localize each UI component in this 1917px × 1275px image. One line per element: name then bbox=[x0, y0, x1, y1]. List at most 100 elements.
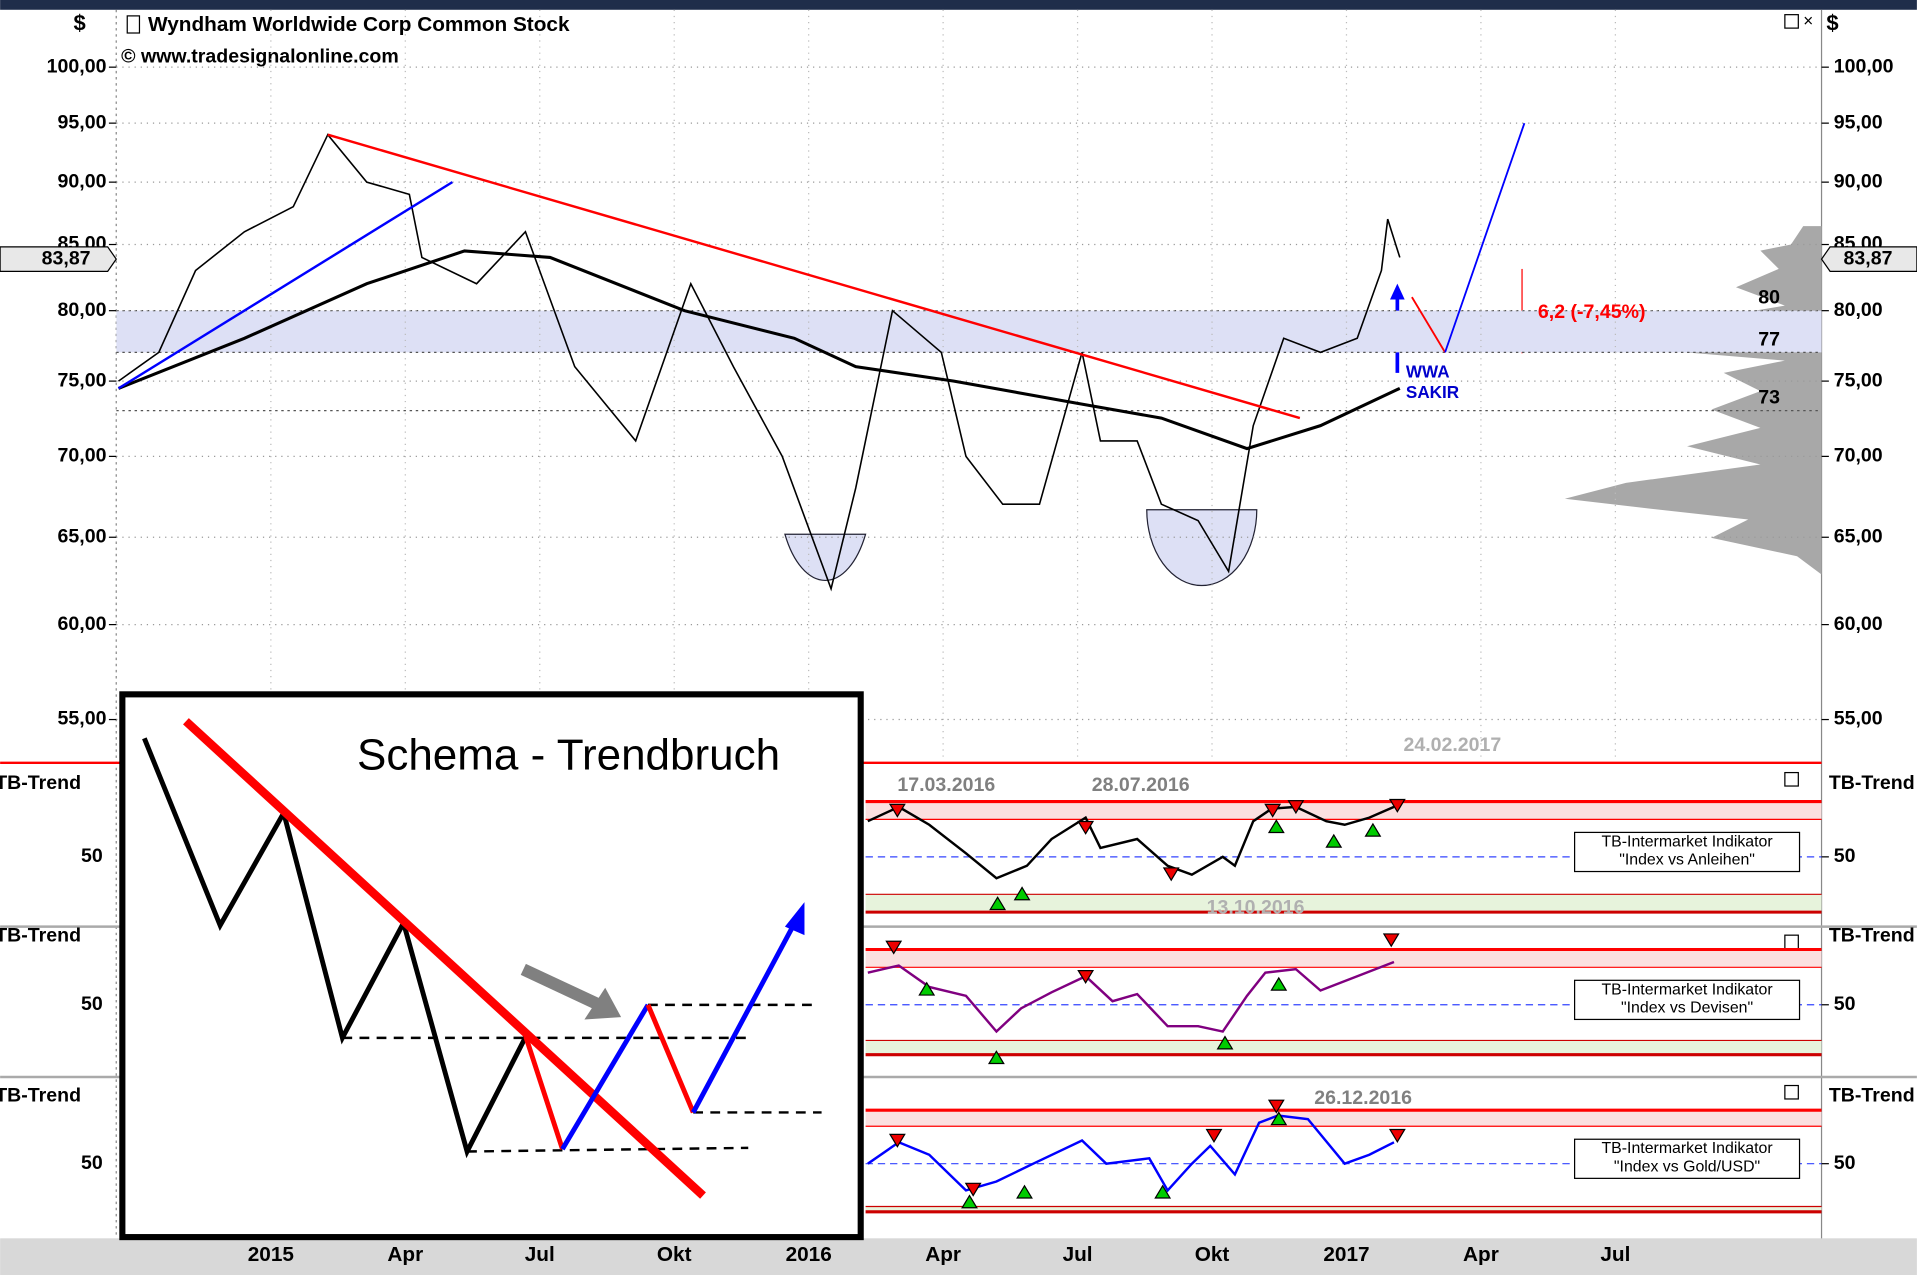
y-tick-label: 75,00 bbox=[1834, 369, 1883, 391]
indicator-comparison: "Index vs Devisen" bbox=[1621, 1000, 1753, 1017]
sell-signal bbox=[888, 1133, 906, 1148]
sell-signal bbox=[1382, 933, 1400, 948]
buy-signal bbox=[1267, 819, 1285, 834]
x-tick-label: Jul bbox=[1063, 1243, 1093, 1266]
y-tick-label: 50 bbox=[81, 845, 103, 867]
close-button[interactable]: × bbox=[1803, 12, 1813, 31]
price-tag bbox=[0, 246, 117, 272]
series-line bbox=[327, 133, 1301, 420]
price-tag-label: 83,87 bbox=[1844, 247, 1893, 269]
buy-signal bbox=[1325, 833, 1343, 848]
inset-frame bbox=[119, 691, 864, 1241]
buy-signal bbox=[1270, 1111, 1288, 1126]
series-line bbox=[1411, 296, 1446, 353]
y-tick-label: 50 bbox=[1834, 845, 1856, 867]
sell-signal bbox=[1267, 1099, 1285, 1114]
y-tick-label: 55,00 bbox=[58, 708, 107, 730]
annotation: 6,2 (-7,45%) bbox=[1538, 301, 1646, 323]
upper-band bbox=[865, 1110, 1822, 1127]
indicator-legend bbox=[1573, 979, 1801, 1021]
chart-title: Wyndham Worldwide Corp Common Stock bbox=[148, 13, 570, 36]
y-tick-label: 95,00 bbox=[58, 111, 107, 133]
sell-signal bbox=[1162, 867, 1180, 882]
indicator-legend bbox=[1573, 1138, 1801, 1179]
level-label: 80 bbox=[1758, 287, 1780, 309]
price-schema bbox=[560, 1003, 651, 1151]
buy-signal bbox=[1013, 886, 1031, 901]
gray-arrow bbox=[520, 963, 602, 1011]
currency-label: $ bbox=[73, 10, 85, 35]
panel-label: TB-Trend bbox=[0, 925, 81, 947]
maximize-button[interactable] bbox=[1784, 14, 1799, 29]
buy-signal bbox=[1216, 1035, 1234, 1050]
sell-signal bbox=[964, 1182, 982, 1197]
annotation: 13.10.2016 bbox=[1207, 896, 1305, 918]
chart-layer: 80 77 73 2015 Apr Jul Okt 2016 Apr Jul Okt 2017 Apr J… bbox=[0, 9, 1917, 1266]
x-tick-label: Apr bbox=[925, 1243, 961, 1266]
buy-signal bbox=[1016, 1184, 1033, 1199]
sell-signal bbox=[885, 940, 903, 955]
y-tick-label: 65,00 bbox=[1834, 525, 1883, 547]
series-line bbox=[118, 133, 1401, 592]
inset-title: Schema - Trendbruch bbox=[357, 731, 780, 780]
level-label: 73 bbox=[1758, 387, 1780, 409]
panel-label: TB-Trend bbox=[1829, 772, 1915, 794]
panel-label: TB-Trend bbox=[0, 1085, 81, 1107]
sell-signal bbox=[1388, 798, 1406, 813]
indicator-comparison: "Index vs Gold/USD" bbox=[1614, 1159, 1760, 1176]
buy-signal bbox=[1154, 1184, 1172, 1199]
buy-signal bbox=[1364, 822, 1382, 837]
maximize-button[interactable] bbox=[1784, 771, 1799, 787]
y-tick-label: 65,00 bbox=[58, 525, 107, 547]
x-tick-label: Jul bbox=[525, 1243, 555, 1266]
price-tag bbox=[1820, 246, 1917, 272]
support-lines bbox=[342, 1003, 822, 1153]
buy-signal bbox=[918, 981, 936, 996]
y-tick-label: 70,00 bbox=[1834, 445, 1883, 467]
price-plot bbox=[116, 9, 1822, 761]
series-line bbox=[867, 960, 1395, 1034]
x-tick-label: Jul bbox=[1600, 1243, 1630, 1266]
sell-signal bbox=[1077, 970, 1095, 985]
annotation: SAKIR bbox=[1406, 383, 1459, 402]
buy-signal bbox=[1270, 976, 1288, 991]
chart-subtitle: © www.tradesignalonline.com bbox=[121, 46, 399, 68]
y-tick-label: 100,00 bbox=[1834, 55, 1894, 77]
signals bbox=[885, 798, 1406, 1209]
indicator-legend bbox=[1573, 831, 1801, 873]
series-line bbox=[867, 805, 1395, 880]
lower-band bbox=[865, 1040, 1822, 1055]
panel-label: TB-Trend bbox=[1829, 1085, 1915, 1107]
lower-band bbox=[865, 894, 1822, 913]
series-line bbox=[867, 1114, 1395, 1193]
annotation: WWA bbox=[1406, 362, 1450, 381]
arrow-head bbox=[784, 902, 805, 936]
sell-signal bbox=[1077, 820, 1095, 835]
buy-signal bbox=[989, 896, 1007, 911]
series-line bbox=[117, 181, 454, 390]
upper-band bbox=[865, 949, 1822, 968]
series-line bbox=[117, 249, 1401, 451]
sell-signal bbox=[888, 803, 906, 818]
y-tick-label: 50 bbox=[81, 1152, 103, 1174]
x-tick-label: 2017 bbox=[1323, 1243, 1369, 1266]
price-schema bbox=[142, 737, 528, 1159]
price-schema bbox=[691, 921, 797, 1114]
x-axis-bar bbox=[0, 1238, 1917, 1275]
panel-label: TB-Trend bbox=[1829, 925, 1915, 947]
buy-signal bbox=[987, 1050, 1005, 1065]
y-tick-label: 55,00 bbox=[1834, 708, 1883, 730]
annotation: 24.02.2017 bbox=[1403, 734, 1501, 756]
indicator-plot bbox=[865, 1108, 1822, 1214]
currency-label: $ bbox=[1826, 10, 1838, 35]
upper-band bbox=[865, 801, 1822, 820]
y-tick-label: 50 bbox=[1834, 1152, 1856, 1174]
indicator-name: TB-Intermarket Indikator bbox=[1601, 833, 1773, 850]
y-tick-label: 75,00 bbox=[58, 369, 107, 391]
y-tick-label: 80,00 bbox=[58, 299, 107, 321]
y-tick-label: 50 bbox=[1834, 993, 1856, 1015]
maximize-button[interactable] bbox=[1784, 1084, 1799, 1100]
sell-signal bbox=[1388, 1128, 1406, 1143]
